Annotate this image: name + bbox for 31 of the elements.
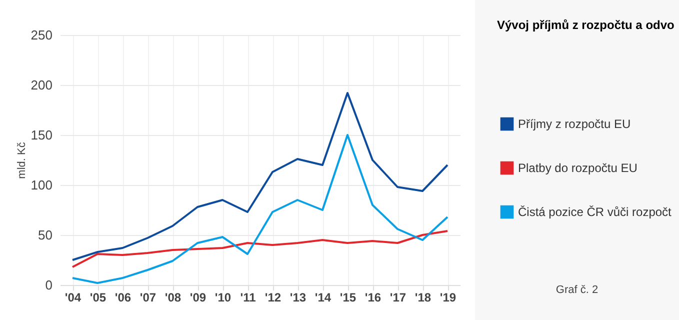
x-tick-label: '15: [340, 290, 356, 304]
x-tick-label: '06: [114, 290, 132, 304]
y-tick-label: 0: [45, 278, 52, 292]
line-series: [72, 134, 448, 284]
line-series: [72, 230, 448, 268]
x-tick-label: '05: [90, 290, 106, 304]
text: Vývoj příjmů z rozpočtu a odvo: [497, 18, 674, 32]
legend-label: Platby do rozpočtu EU: [518, 161, 638, 175]
x-tick-label: '18: [414, 290, 432, 304]
y-tick-label: 100: [30, 178, 52, 192]
x-tick-label: '11: [240, 290, 256, 304]
x-tick-label: '09: [190, 290, 206, 304]
x-tick-label: '08: [164, 290, 182, 304]
x-tick-label: '10: [214, 290, 232, 304]
x-tick-label: '12: [264, 290, 282, 304]
legend-label: Čistá pozice ČR vůči rozpočt: [518, 205, 672, 219]
x-tick-label: '16: [364, 290, 382, 304]
line-series: [72, 92, 448, 261]
x-tick-label: '14: [314, 290, 332, 304]
x-tick-label: '19: [440, 290, 456, 304]
y-tick-label: 250: [30, 28, 52, 42]
x-tick-label: '04: [64, 290, 82, 304]
x-tick-label: '13: [290, 290, 306, 304]
y-tick-label: 50: [38, 228, 52, 242]
x-tick-label: '07: [140, 290, 156, 304]
y-tick-label: 200: [30, 78, 52, 92]
y-axis-title: mld. Kč: [16, 142, 28, 179]
y-tick-label: 150: [30, 128, 52, 142]
text: Graf č. 2: [556, 284, 598, 296]
x-tick-label: '17: [390, 290, 406, 304]
legend-label: Příjmy z rozpočtu EU: [518, 117, 631, 131]
